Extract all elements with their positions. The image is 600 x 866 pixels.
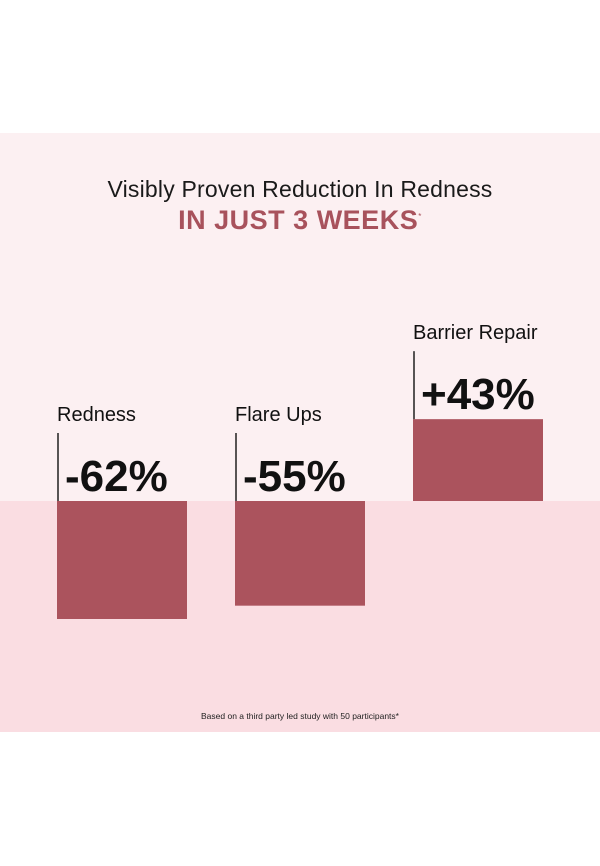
value-label-flare-ups: -55% [243, 452, 346, 501]
subhead-text: IN JUST 3 WEEKS [178, 205, 419, 235]
footnote: Based on a third party led study with 50… [201, 711, 399, 721]
value-label-barrier-repair: +43% [421, 370, 535, 419]
bar-redness [57, 501, 187, 619]
bar-flare-ups [235, 501, 365, 606]
subhead-footnote-mark: * [418, 212, 422, 221]
bar-barrier-repair [413, 419, 543, 501]
value-label-redness: -62% [65, 452, 168, 501]
chart-subhead: IN JUST 3 WEEKS* [0, 205, 600, 236]
category-label-barrier-repair: Barrier Repair [413, 322, 538, 344]
category-label-flare-ups: Flare Ups [235, 404, 322, 426]
category-label-redness: Redness [57, 404, 136, 426]
chart-headline: Visibly Proven Reduction In Redness [107, 176, 493, 202]
